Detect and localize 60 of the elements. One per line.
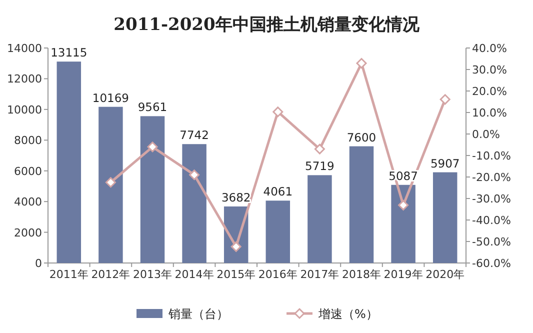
point <box>105 177 116 188</box>
y2-tick-label: 0.0% <box>472 128 500 141</box>
y2-tick-label: -20.0% <box>472 171 511 184</box>
legend-label: 增速（%） <box>318 307 378 321</box>
x-tick-label: 2013年 <box>133 268 172 281</box>
x-tick-label: 2017年 <box>300 268 340 281</box>
y-tick-label: 8000 <box>14 134 42 148</box>
x-tick-label: 2015年 <box>216 268 256 281</box>
chart-title: 2011-2020年中国推土机销量变化情况 <box>114 15 420 35</box>
data-label: 13115 <box>50 46 88 60</box>
y2-tick-label: -50.0% <box>472 236 511 248</box>
point <box>356 58 367 69</box>
bar <box>432 172 458 263</box>
data-label: 4061 <box>263 184 293 199</box>
bar <box>266 200 290 263</box>
y-tick-label: 12000 <box>7 72 42 86</box>
bar <box>98 106 123 263</box>
y2-tick-label: 20.0% <box>472 85 507 98</box>
y-tick-label: 14000 <box>7 42 42 55</box>
y2-tick-label: 30.0% <box>472 64 507 76</box>
y-tick-label: 0 <box>35 257 42 270</box>
point <box>230 241 242 252</box>
x-tick-label: 2014年 <box>174 268 214 281</box>
y-tick-label: 6000 <box>14 164 42 178</box>
bar <box>349 146 374 263</box>
x-tick-label: 2016年 <box>258 268 298 281</box>
x-tick-label: 2012年 <box>91 268 130 281</box>
data-label: 7600 <box>346 130 376 144</box>
point <box>314 144 325 154</box>
y-tick-label: 2000 <box>14 226 42 240</box>
y2-tick-label: -40.0% <box>472 214 511 227</box>
bar <box>391 184 416 263</box>
data-label: 5087 <box>388 168 418 183</box>
bar <box>182 144 206 263</box>
y2-tick-label: 40.0% <box>472 42 507 55</box>
data-label: 5907 <box>430 156 460 170</box>
y2-tick-label: -60.0% <box>472 257 511 270</box>
bar <box>56 62 82 263</box>
point <box>440 94 450 105</box>
x-tick-label: 2011年 <box>49 268 88 281</box>
y-tick-label: 10000 <box>7 103 42 116</box>
legend-label: 销量（台） <box>168 307 228 321</box>
point <box>398 200 409 210</box>
y2-tick-label: 10.0% <box>472 106 507 120</box>
data-label: 3682 <box>221 190 251 204</box>
point <box>272 106 284 118</box>
y2-tick-label: -30.0% <box>472 192 511 206</box>
y2-tick-label: -10.0% <box>472 150 511 162</box>
point <box>147 142 158 152</box>
point <box>189 170 200 180</box>
x-tick-label: 2020年 <box>426 268 465 281</box>
data-label: 5719 <box>305 159 334 174</box>
x-tick-label: 2019年 <box>384 268 423 281</box>
bar <box>140 116 165 263</box>
x-tick-label: 2018年 <box>342 268 381 281</box>
bar <box>308 175 332 263</box>
y-tick-label: 4000 <box>14 196 42 209</box>
data-label: 7742 <box>180 128 209 142</box>
data-label: 9561 <box>138 100 168 114</box>
data-label: 10169 <box>92 90 129 105</box>
